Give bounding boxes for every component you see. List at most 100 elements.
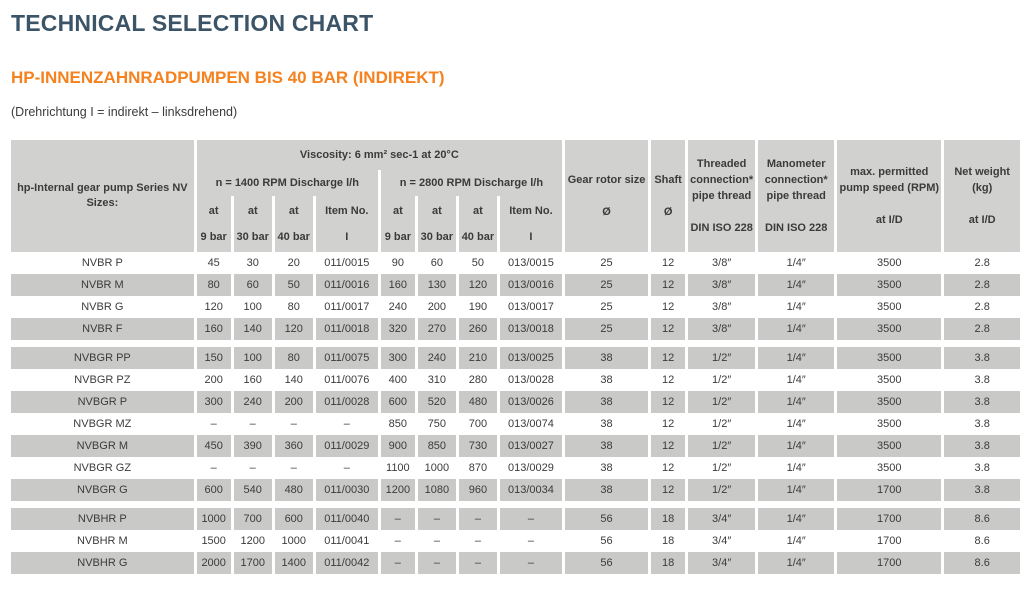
pump-name-cell: NVBHR M [76, 535, 128, 547]
value-cell: 12 [648, 318, 687, 340]
value-cell: 011/0028 [312, 391, 380, 413]
value-cell: 3/8″ [685, 318, 757, 340]
value-cell: 1/4″ [755, 391, 836, 413]
group-spacer [11, 340, 1020, 347]
value-cell: 12 [648, 369, 687, 391]
value-cell: 80 [271, 296, 315, 318]
value-cell: – [230, 457, 274, 479]
value-cell: 2.8 [941, 252, 1020, 274]
value-cell: 140 [271, 369, 315, 391]
value-cell: 2000 [193, 552, 233, 574]
value-cell: 011/0040 [312, 508, 380, 530]
value-cell: 013/0028 [496, 369, 564, 391]
value-cell: 50 [455, 252, 499, 274]
value-cell: 700 [455, 413, 499, 435]
header-group-1400rpm: n = 1400 RPM Discharge l/h [193, 170, 380, 196]
value-cell: – [312, 457, 380, 479]
value-cell: 013/0074 [496, 413, 564, 435]
value-cell: 25 [561, 318, 650, 340]
value-cell: 8.6 [941, 552, 1020, 574]
value-cell: 1/2″ [685, 435, 757, 457]
value-cell: 8.6 [941, 530, 1020, 552]
value-cell: 390 [230, 435, 274, 457]
value-cell: 011/0030 [312, 479, 380, 501]
header-pump-series: hp-Internal gear pump Series NV Sizes: [11, 140, 196, 252]
value-cell: – [193, 413, 233, 435]
value-cell: 260 [455, 318, 499, 340]
value-cell: – [230, 413, 274, 435]
value-cell: 1/4″ [755, 457, 836, 479]
value-cell: 1200 [230, 530, 274, 552]
value-cell: 1/4″ [755, 435, 836, 457]
table-row: NVBGR G 600 540 480 011/0030 1200 1080 960 013/0… [11, 479, 1020, 501]
value-cell: 210 [455, 347, 499, 369]
pump-name-cell: NVBR G [81, 301, 124, 313]
value-cell: 1000 [271, 530, 315, 552]
value-cell: 1700 [834, 530, 943, 552]
value-cell: 013/0025 [496, 347, 564, 369]
value-cell: 60 [230, 274, 274, 296]
value-cell: 480 [271, 479, 315, 501]
value-cell: – [377, 508, 417, 530]
page-title: TECHNICAL SELECTION CHART [11, 10, 374, 36]
value-cell: 1700 [230, 552, 274, 574]
value-cell: 3.8 [941, 369, 1020, 391]
value-cell: 1/2″ [685, 347, 757, 369]
pump-name-cell: NVBR F [11, 318, 196, 340]
value-cell: 12 [648, 391, 687, 413]
value-cell: 850 [414, 435, 458, 457]
value-cell: 190 [455, 296, 499, 318]
value-cell: – [377, 552, 417, 574]
value-cell: 1/2″ [685, 479, 757, 501]
table-row: NVBGR PZ 200 160 140 011/0076 400 310 280 013/00… [11, 369, 1020, 391]
value-cell: 1/4″ [755, 413, 836, 435]
value-cell: 3500 [834, 435, 943, 457]
value-cell: 12 [648, 347, 687, 369]
value-cell: 1/2″ [685, 369, 757, 391]
value-cell: 1/4″ [755, 252, 836, 274]
value-cell: – [455, 552, 499, 574]
value-cell: 011/0041 [312, 530, 380, 552]
value-cell: 120 [193, 296, 233, 318]
value-cell: 3/4″ [685, 508, 757, 530]
value-cell: 12 [648, 296, 687, 318]
value-cell: 450 [193, 435, 233, 457]
value-cell: 120 [271, 318, 315, 340]
table-row: NVBGR M 450 390 360 011/0029 900 850 730 013/002… [11, 435, 1020, 457]
value-cell: 011/0018 [312, 318, 380, 340]
table-row: NVBHR G 2000 1700 1400 011/0042– – – –56 18 3/4″ 1… [11, 552, 1020, 574]
value-cell: 3500 [834, 318, 943, 340]
value-cell: 160 [377, 274, 417, 296]
value-cell: 12 [648, 413, 687, 435]
value-cell: 600 [271, 508, 315, 530]
value-cell: 3.8 [941, 347, 1020, 369]
value-cell: 20 [271, 252, 315, 274]
value-cell: 1/4″ [755, 479, 836, 501]
value-cell: 360 [271, 435, 315, 457]
table-row: NVBR G 120 100 80 011/0017 240 200 190 013/0017 2… [11, 296, 1020, 318]
value-cell: 540 [230, 479, 274, 501]
value-cell: 011/0029 [312, 435, 380, 457]
value-cell: 3500 [834, 296, 943, 318]
value-cell: – [455, 508, 499, 530]
group-spacer-cell [11, 501, 1020, 508]
value-cell: 300 [377, 347, 417, 369]
value-cell: – [271, 457, 315, 479]
value-cell: 2.8 [941, 296, 1020, 318]
header-max-pump-speed: max. permitted pump speed (RPM) at I/D [834, 140, 943, 252]
value-cell: 700 [230, 508, 274, 530]
value-cell: 60 [414, 252, 458, 274]
value-cell: 1400 [271, 552, 315, 574]
table-header: hp-Internal gear pump Series NV Sizes: V… [11, 140, 1020, 252]
pump-name-cell: NVBGR G [11, 479, 196, 501]
table-row: NVBGR GZ – – – –1100 1000 870 013/0029 38 12 1/2″ 1… [11, 457, 1020, 479]
value-cell: 80 [193, 274, 233, 296]
value-cell: 480 [455, 391, 499, 413]
value-cell: 1/4″ [755, 296, 836, 318]
table-body: NVBR P 45 30 20 011/0015 90 60 50 013/0015 25 12 3/… [11, 252, 1020, 574]
value-cell: 013/0034 [496, 479, 564, 501]
pump-name-cell: NVBHR P [11, 508, 196, 530]
value-cell: 3500 [834, 252, 943, 274]
value-cell: 750 [414, 413, 458, 435]
value-cell: – [414, 552, 458, 574]
